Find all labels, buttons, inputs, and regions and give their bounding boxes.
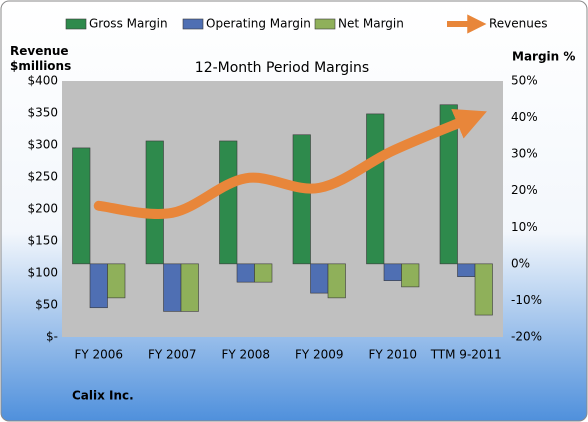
bar xyxy=(107,263,126,299)
y2-tick-label: 40% xyxy=(511,110,538,124)
bar xyxy=(310,263,329,294)
legend-label: Operating Margin xyxy=(206,17,311,31)
y-tick-label: $- xyxy=(46,330,58,344)
x-tick-label: TTM 9-2011 xyxy=(430,348,502,362)
x-tick-label: FY 2006 xyxy=(74,348,123,362)
bar xyxy=(163,263,182,312)
y2-axis-label: Margin % xyxy=(512,50,575,64)
bar xyxy=(254,263,273,283)
y-tick-label: $300 xyxy=(27,138,58,152)
y2-tick-label: 30% xyxy=(511,147,538,161)
x-tick-label: FY 2008 xyxy=(221,348,270,362)
legend-label: Net Margin xyxy=(338,17,404,31)
bar xyxy=(145,140,164,265)
bar xyxy=(366,113,385,265)
y-tick-label: $150 xyxy=(27,234,58,248)
x-tick-label: FY 2009 xyxy=(295,348,344,362)
y-tick-label: $350 xyxy=(27,106,58,120)
legend-swatch xyxy=(314,18,336,30)
y-axis-label-box: Revenue $millions xyxy=(10,44,72,73)
legend-label: Gross Margin xyxy=(89,17,168,31)
bar xyxy=(327,263,346,299)
bar xyxy=(457,263,476,277)
y2-tick-label: 10% xyxy=(511,220,538,234)
y2-tick-label: 0% xyxy=(511,256,530,270)
bar xyxy=(383,263,402,281)
bar xyxy=(72,147,91,265)
bar xyxy=(89,263,108,309)
revenue-line xyxy=(93,108,487,219)
y2-tick-label: -10% xyxy=(511,293,542,307)
y-tick-label: $400 xyxy=(27,74,58,88)
y-tick-label: $50 xyxy=(35,298,58,312)
y2-tick-label: -20% xyxy=(511,330,542,344)
bar xyxy=(236,263,255,283)
bar xyxy=(401,263,420,288)
legend-swatch xyxy=(65,18,87,30)
legend-label: Revenues xyxy=(489,17,548,31)
x-tick-label: FY 2010 xyxy=(368,348,417,362)
y-axis-label: Revenue $millions xyxy=(10,44,72,73)
bar xyxy=(292,134,311,265)
chart-title: 12-Month Period Margins xyxy=(195,60,369,76)
bar xyxy=(474,263,493,316)
y-tick-label: $200 xyxy=(27,202,58,216)
bar xyxy=(180,263,199,312)
legend-swatch xyxy=(182,18,204,30)
y2-tick-label: 50% xyxy=(511,74,538,88)
y-tick-label: $100 xyxy=(27,266,58,280)
y-tick-label: $250 xyxy=(27,170,58,184)
bar xyxy=(219,140,238,265)
source: Calix Inc. xyxy=(72,389,134,403)
x-tick-label: FY 2007 xyxy=(148,348,197,362)
y2-tick-label: 20% xyxy=(511,183,538,197)
bar xyxy=(439,104,458,265)
